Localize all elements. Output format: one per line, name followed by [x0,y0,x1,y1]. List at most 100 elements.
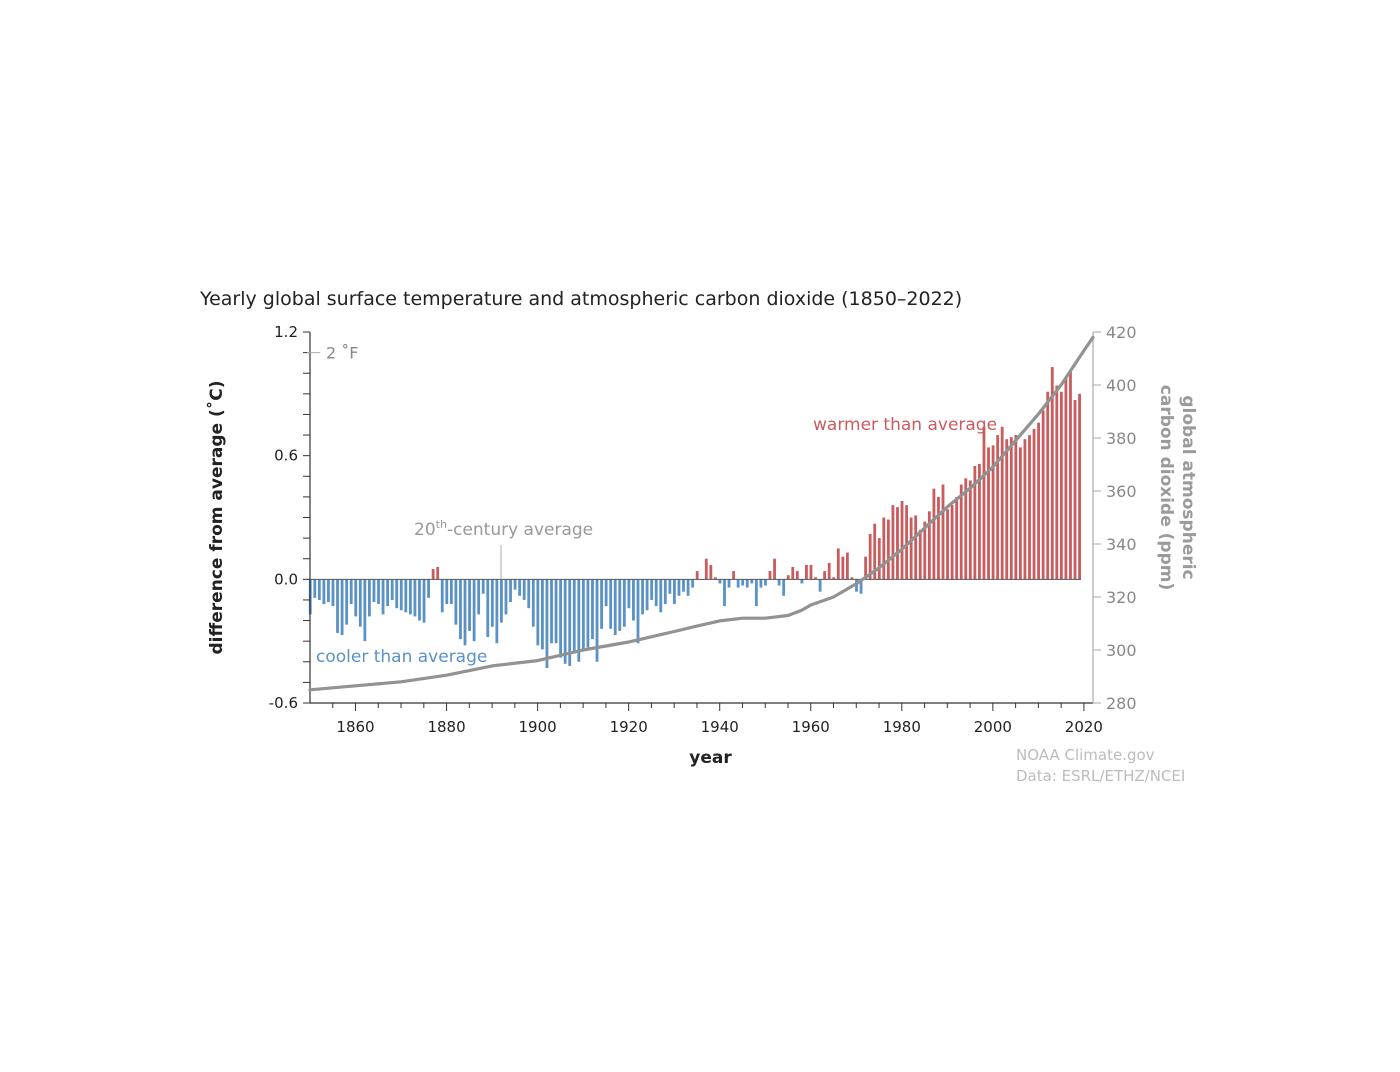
right-tick-label: 420 [1106,323,1137,342]
bar-warm [1024,439,1027,579]
bar-warm [1001,427,1004,580]
bar-warm [1037,423,1040,580]
bar-warm [837,548,840,579]
bar-warm [983,427,986,580]
bar-warm [696,571,699,579]
bar-cool [582,579,585,649]
bar-cool [345,579,348,624]
bar-cool [778,579,781,585]
right-axis-label: global atmospheric carbon dioxide (ppm) [1156,385,1198,590]
bar-cool [532,579,535,626]
x-tick-label: 2020 [1065,718,1103,736]
bar-cool [687,579,690,595]
bar-warm [791,567,794,579]
bar-cool [332,579,335,606]
bar-cool [486,579,489,637]
bar-warm [942,485,945,580]
bar-cool [313,579,316,598]
century-average-prefix: 20 [414,520,436,540]
bar-cool [741,579,744,585]
bar-warm [955,497,958,579]
bar-cool [819,579,822,591]
right-tick-label: 320 [1106,588,1137,607]
bar-warm [896,507,899,579]
bar-cool [509,579,512,602]
bar-warm [846,553,849,580]
right-tick-label: 300 [1106,641,1137,660]
bar-cool [350,579,353,604]
bar-cool [400,579,403,610]
bar-cool [641,579,644,614]
bar-cool [719,579,722,583]
bar-warm [1060,392,1063,580]
bar-cool [423,579,426,622]
bar-cool [322,579,325,604]
bar-cool [678,579,681,595]
bar-cool [627,579,630,608]
bar-cool [632,579,635,620]
bar-cool [450,579,453,604]
bar-warm [969,480,972,579]
bar-cool [682,579,685,591]
bar-cool [673,579,676,604]
y-tick-label: 0.6 [274,447,298,465]
bar-cool [591,579,594,639]
bar-cool [555,579,558,643]
right-axis-label-line-2: carbon dioxide (ppm) [1156,385,1176,590]
bar-warm [887,520,890,580]
bar-warm [436,567,439,579]
right-tick-label: 280 [1106,694,1137,713]
source-credit-2: Data: ESRL/ETHZ/NCEI [1016,767,1185,785]
century-average-suffix: -century average [447,520,593,540]
bar-cool [541,579,544,649]
bar-warm [1014,435,1017,579]
bar-warm [932,489,935,580]
x-tick-label: 1900 [519,718,557,736]
bar-cool [573,579,576,653]
bar-warm [878,538,881,579]
bar-cool [395,579,398,608]
right-tick-label: 400 [1106,376,1137,395]
century-average-superscript: th [436,518,447,531]
bar-warm [946,509,949,579]
bar-cool [318,579,321,600]
x-tick-label: 1920 [610,718,648,736]
y-tick-label: 0.0 [274,570,298,588]
right-axis-label-line-1: global atmospheric [1178,395,1198,579]
chart-title: Yearly global surface temperature and at… [199,288,962,310]
bar-warm [1055,386,1058,580]
bar-cool [746,579,749,587]
bar-cool [546,579,549,668]
bar-warm [732,571,735,579]
bar-cool [609,579,612,628]
bar-warm [919,530,922,579]
bar-warm [996,435,999,579]
bar-warm [787,575,790,579]
bar-cool [605,579,608,606]
bar-cool [459,579,462,639]
x-tick-label: 1980 [883,718,921,736]
source-credit-1: NOAA Climate.gov [1016,746,1155,764]
bar-cool [445,579,448,604]
bar-warm [705,559,708,580]
bar-cool [441,579,444,612]
x-tick-label: 1880 [427,718,465,736]
bar-cool [404,579,407,612]
bar-warm [960,485,963,580]
bar-cool [414,579,417,616]
bar-cool [391,579,394,600]
right-tick-label: 340 [1106,535,1137,554]
bar-warm [1065,377,1068,579]
bar-cool [518,579,521,595]
bar-cool [363,579,366,641]
bar-warm [823,571,826,579]
bar-cool [728,579,731,587]
warmer-annotation: warmer than average [813,415,997,435]
bar-cool [559,579,562,657]
y-tick-label: -0.6 [269,694,298,712]
bar-cool [418,579,421,620]
bar-cool [373,579,376,602]
bar-cool [495,579,498,643]
bar-cool [623,579,626,626]
bar-cool [536,579,539,645]
